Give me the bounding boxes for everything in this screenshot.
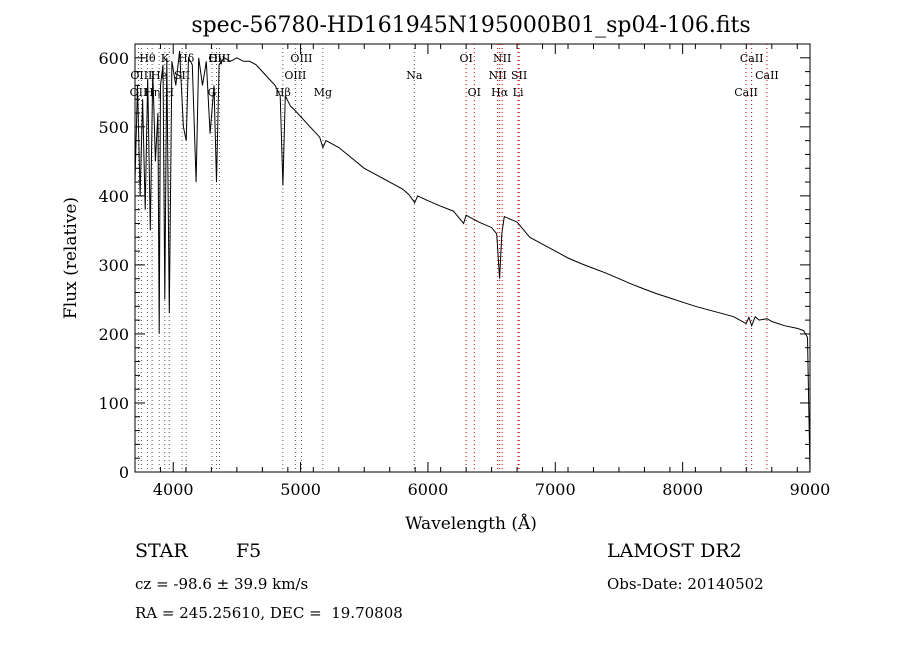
line-marker-label-0: OII [130, 86, 148, 99]
line-marker-label-20: NII [493, 52, 511, 65]
line-marker-label-24: CaII [734, 86, 758, 99]
x-tick-label-0: 4000 [153, 480, 194, 499]
line-marker-label-14: OIII [290, 52, 312, 65]
y-tick-label-1: 100 [98, 394, 129, 413]
chart-title: spec-56780-HD161945N195000B01_sp04-106.f… [191, 13, 750, 38]
redshift-value: cz = -98.6 ± 39.9 km/s [135, 575, 309, 593]
line-marker-label-12: Hβ [275, 86, 291, 99]
x-tick-label-1: 5000 [280, 480, 321, 499]
line-marker-label-13: OIII [284, 69, 306, 82]
line-marker-label-26: CaII [755, 69, 779, 82]
object-class: STAR [135, 540, 188, 562]
x-tick-label-5: 9000 [790, 480, 831, 499]
line-marker-label-23: Li [513, 86, 524, 99]
line-marker-label-22: SII [511, 69, 527, 82]
y-tick-label-2: 200 [98, 325, 129, 344]
line-marker-label-21: Hα [491, 86, 509, 99]
line-marker-label-5: K [161, 52, 170, 65]
y-tick-label-6: 600 [98, 49, 129, 68]
spectrum-line-0 [134, 50, 811, 473]
line-marker-label-2: OIII [130, 69, 152, 82]
y-axis-label: Flux (relative) [61, 197, 81, 319]
line-marker-label-18: OI [468, 86, 481, 99]
line-markers: OIIHθOIIIHηHeKHSIIHδGHγOIIIHβOIIIOIIIMgN… [130, 44, 779, 472]
line-marker-label-16: Na [406, 69, 423, 82]
y-tick-label-0: 0 [119, 463, 129, 482]
spectrum-chart: spec-56780-HD161945N195000B01_sp04-106.f… [61, 13, 830, 534]
observation-date: Obs-Date: 20140502 [607, 575, 764, 593]
x-axis-label: Wavelength (Å) [405, 513, 537, 534]
subclass: F5 [236, 540, 262, 562]
survey-name: LAMOST DR2 [607, 540, 742, 562]
line-marker-label-25: CaII [740, 52, 764, 65]
x-tick-label-2: 6000 [408, 480, 449, 499]
line-marker-label-19: NII [489, 69, 507, 82]
plot-frame [134, 43, 811, 473]
y-tick-label-4: 400 [98, 187, 129, 206]
line-marker-label-11: OIII [208, 52, 230, 65]
line-marker-label-9: G [208, 86, 217, 99]
spectrum-series [134, 50, 811, 473]
line-marker-label-1: Hθ [139, 52, 156, 65]
line-marker-label-17: OI [459, 52, 472, 65]
y-tick-label-3: 300 [98, 256, 129, 275]
y-tick-label-5: 500 [98, 118, 129, 137]
x-tick-label-4: 8000 [662, 480, 703, 499]
line-marker-label-6: H [164, 86, 174, 99]
x-tick-label-3: 7000 [535, 480, 576, 499]
line-marker-label-15: Mg [314, 86, 332, 99]
coordinates: RA = 245.25610, DEC = 19.70808 [135, 604, 403, 622]
axis-ticks: 4000 5000 6000 7000 8000 9000 0 100 200 300 400 500… [98, 44, 830, 499]
